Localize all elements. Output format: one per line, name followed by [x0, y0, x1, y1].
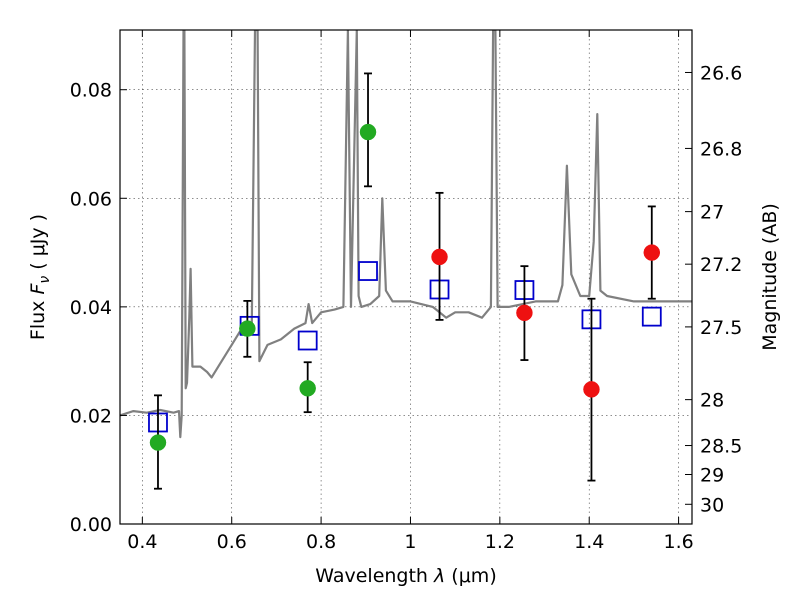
y2-tick-label: 30	[700, 494, 724, 516]
photometry-point	[583, 381, 600, 398]
y2-tick-label: 28.5	[700, 436, 742, 458]
y2-tick-label: 27.5	[700, 317, 742, 339]
photometry-point	[149, 434, 167, 451]
y2-axis-label: Magnitude (AB)	[759, 203, 781, 351]
model-square-point	[641, 306, 662, 327]
x-tick-label: 0.6	[217, 531, 247, 553]
photometry-point	[239, 320, 256, 337]
y2-tick-label: 26.8	[700, 138, 742, 160]
photometry-point	[516, 304, 533, 322]
x-axis-label: Wavelength λ (μm)	[315, 565, 496, 587]
photometry-point	[359, 123, 377, 141]
photometry-point	[299, 380, 316, 397]
y2-tick-label: 29	[700, 464, 724, 486]
spectrum-line	[120, 30, 692, 439]
y2-tick-label: 27.2	[700, 254, 742, 276]
axes-frame	[119, 29, 693, 525]
y-tick-label: 0.00	[70, 514, 112, 536]
x-tick-label: 1.2	[485, 531, 515, 553]
photometry-point	[643, 244, 661, 261]
x-tick-label: 1	[404, 531, 416, 553]
x-tick-label: 1.4	[574, 531, 604, 553]
x-tick-label: 1.6	[663, 531, 693, 553]
y-tick-label: 0.06	[70, 188, 112, 210]
y2-tick-label: 26.6	[700, 62, 742, 84]
y2-tick-label: 28	[700, 390, 724, 412]
photometry-point	[431, 248, 448, 266]
x-tick-label: 0.8	[306, 531, 336, 553]
tick-layer: 0.4 0.6 0.8 1 1.2 1.4 1.6 0.00 0.02 0.04 0.06 0.08 2…	[70, 30, 742, 553]
x-axis-label-symbol: λ	[433, 565, 445, 587]
y-tick-label: 0.04	[70, 297, 112, 319]
plot-background	[120, 30, 692, 524]
y-tick-label: 0.02	[70, 405, 112, 427]
y-tick-label: 0.08	[70, 80, 112, 102]
y-axis-label-symbol: F	[27, 283, 49, 295]
model-square-point	[358, 261, 378, 281]
y2-tick-label: 27	[700, 202, 724, 224]
y-axis-label: Flux Fν ( μJy )	[27, 214, 53, 340]
x-tick-label: 0.4	[127, 531, 157, 553]
y-axis-label-subscript: ν	[37, 276, 53, 284]
data-layer	[120, 30, 692, 490]
model-square-point	[297, 330, 318, 351]
